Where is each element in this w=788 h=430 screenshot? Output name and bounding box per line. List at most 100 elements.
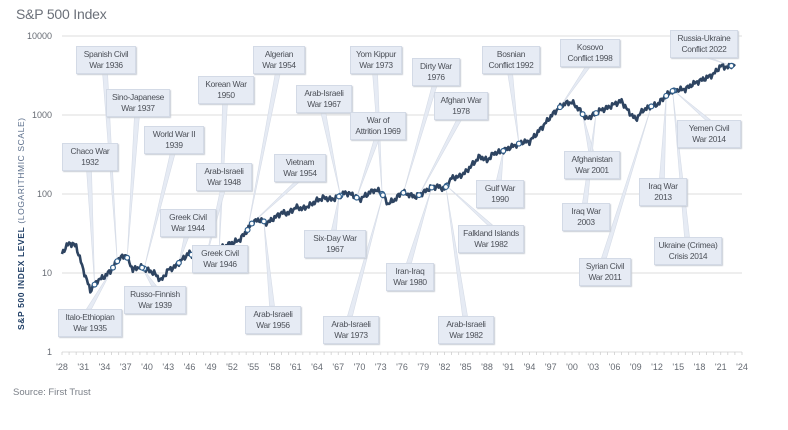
x-tick-label: '64 [311, 362, 323, 372]
annotation-line1: Iraq War [571, 206, 601, 216]
annotation-line1: Six-Day War [313, 233, 357, 243]
annotation-line2: War 1939 [138, 300, 172, 310]
annotation-box: Arab-Israeli War 1973 [323, 316, 379, 344]
annotation-box: Afghanistan War 2001 [564, 151, 620, 179]
y-tick-label: 100 [37, 189, 52, 199]
annotation-box: Afghan War 1978 [434, 92, 488, 120]
annotation-line2: War 1982 [474, 239, 508, 249]
annotation-line2: 1978 [452, 106, 470, 116]
annotation-line1: Greek Civil [201, 248, 239, 258]
annotation-box: Ukraine (Crimea) Crisis 2014 [654, 237, 722, 265]
event-marker [669, 87, 676, 94]
annotation-line1: Iraq War [648, 181, 678, 191]
x-tick-label: '24 [736, 362, 748, 372]
event-marker [175, 259, 182, 266]
annotation-box: Russo-Finnish War 1939 [124, 286, 186, 314]
x-tick-label: '37 [120, 362, 132, 372]
event-marker [379, 192, 386, 199]
annotation-line2: War 1956 [256, 320, 290, 330]
x-tick-label: '91 [502, 362, 514, 372]
event-marker [515, 140, 522, 147]
annotation-line1: Arab-Israeli [446, 319, 486, 329]
annotation-line2: 2003 [577, 217, 595, 227]
annotation-line2: War 1944 [171, 223, 205, 233]
annotation-box: Yemen Civil War 2014 [677, 120, 741, 148]
x-tick-label: '82 [439, 362, 451, 372]
x-tick-label: '88 [481, 362, 493, 372]
annotation-line2: 1950 [217, 90, 235, 100]
x-tick-label: '52 [226, 362, 238, 372]
x-tick-label: '55 [247, 362, 259, 372]
annotation-box: Bosnian Conflict 1992 [482, 46, 540, 74]
annotation-box: Vietnam War 1954 [274, 154, 326, 182]
annotation-line1: Italo-Ethiopian [65, 312, 115, 322]
annotation-line1: Arab-Israeli [304, 88, 344, 98]
annotation-line2: War 1937 [121, 103, 155, 113]
annotation-line1: Dirty War [420, 61, 452, 71]
annotation-line1: World War II [152, 129, 196, 139]
annotation-line2: War 1980 [393, 277, 427, 287]
x-tick-label: '40 [141, 362, 153, 372]
x-tick-label: '85 [460, 362, 472, 372]
annotation-box: Greek Civil War 1946 [192, 245, 248, 273]
y-tick-label: 1 [47, 347, 52, 357]
event-marker [335, 193, 342, 200]
annotation-line1: Ukraine (Crimea) [658, 240, 718, 250]
y-tick-label: 10000 [27, 31, 52, 41]
x-tick-label: '97 [545, 362, 557, 372]
event-marker [248, 220, 255, 227]
annotation-line1: Korean War [205, 79, 247, 89]
event-marker [260, 218, 267, 225]
annotation-line2: Conflict 1998 [567, 53, 613, 63]
annotation-line2: War 2001 [575, 165, 609, 175]
annotation-line2: Conflict 2022 [681, 44, 727, 54]
annotation-line2: War 1973 [334, 330, 368, 340]
x-tick-label: '34 [99, 362, 111, 372]
annotation-line1: Kosovo [576, 42, 604, 52]
x-tick-label: '03 [587, 362, 599, 372]
event-marker [353, 194, 360, 201]
x-tick-label: '70 [354, 362, 366, 372]
event-marker [556, 104, 563, 111]
annotation-line2: War 1954 [262, 60, 296, 70]
annotation-line1: Bosnian [496, 49, 526, 59]
annotation-line1: Greek Civil [169, 212, 207, 222]
x-tick-label: '21 [715, 362, 727, 372]
annotation-box: Yom Kippur War 1973 [350, 46, 402, 74]
x-axis-ticks: '28 '31 '34 '37 '40 '43 '46 '49 '52 '55 '58 '61 '64 '… [56, 362, 748, 372]
annotation-box: Iran-Iraq War 1980 [386, 263, 434, 291]
x-tick-label: '31 [77, 362, 89, 372]
event-marker [593, 110, 600, 117]
y-tick-label: 1000 [32, 110, 52, 120]
x-tick-label: '73 [375, 362, 387, 372]
annotation-box: Arab-Israeli War 1948 [196, 163, 252, 191]
x-tick-label: '09 [630, 362, 642, 372]
annotation-line2: War 1973 [359, 60, 393, 70]
annotation-box: Greek Civil War 1944 [160, 209, 216, 237]
annotation-line2: 1990 [491, 194, 509, 204]
event-marker [124, 254, 131, 261]
annotation-line2: War 1936 [89, 60, 123, 70]
event-marker [428, 184, 435, 191]
annotation-line1: Spanish Civil [83, 49, 129, 59]
annotation-line2: War 1954 [283, 168, 317, 178]
source-note: Source: First Trust [13, 387, 91, 398]
x-tick-label: '61 [290, 362, 302, 372]
annotation-box: Falkland Islands War 1982 [458, 225, 524, 253]
annotation-box: Syrian Civil War 2011 [579, 258, 631, 286]
annotation-box: Iraq War 2003 [562, 203, 610, 231]
annotation-line1: Gulf War [484, 183, 516, 193]
annotation-box: Spanish Civil War 1936 [76, 46, 136, 74]
annotation-line1: War of [366, 115, 390, 125]
annotation-line2: 1967 [326, 244, 344, 254]
event-marker [400, 189, 407, 196]
annotation-line2: 2013 [654, 192, 672, 202]
x-tick-label: '00 [566, 362, 578, 372]
annotation-line1: Sino-Japanese [112, 92, 164, 102]
annotation-line2: Conflict 1992 [488, 60, 534, 70]
annotation-line2: War 1948 [207, 177, 241, 187]
event-marker [663, 92, 670, 99]
annotation-line2: War 2014 [692, 134, 726, 144]
x-tick-label: '49 [205, 362, 217, 372]
annotation-line1: Russo-Finnish [130, 289, 180, 299]
